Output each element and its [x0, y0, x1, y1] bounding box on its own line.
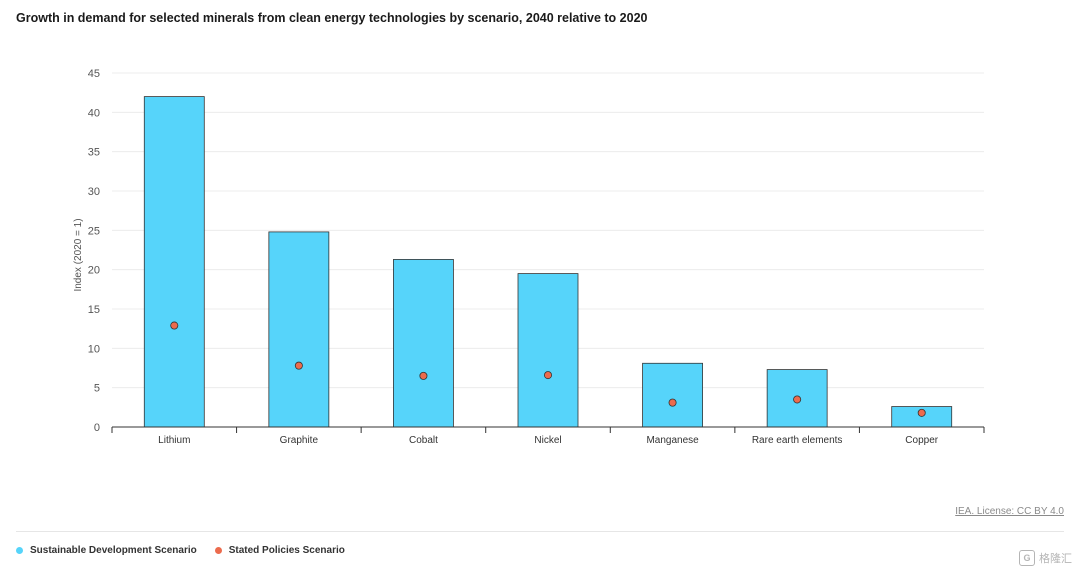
- watermark-text: 格隆汇: [1039, 553, 1072, 565]
- chart-title: Growth in demand for selected minerals f…: [16, 11, 648, 25]
- watermark-icon: G: [1019, 550, 1035, 566]
- y-axis-label: Index (2020 = 1): [73, 218, 84, 291]
- y-tick-label: 25: [88, 225, 100, 237]
- dots-layer: [170, 321, 926, 417]
- point: [294, 361, 303, 370]
- y-tick-label: 30: [88, 186, 100, 198]
- x-axis: Lithium Graphite Cobalt Nickel Manganese Rare…: [111, 426, 985, 446]
- x-tick-label: Copper: [905, 435, 938, 446]
- x-tick-label: Lithium: [158, 435, 190, 446]
- legend-item-sustainable-development[interactable]: Sustainable Development Scenario: [16, 545, 197, 556]
- y-tick-label: 5: [94, 383, 100, 395]
- bars-layer: [143, 96, 953, 428]
- point: [170, 321, 179, 330]
- bar: [642, 362, 703, 428]
- point: [917, 408, 926, 417]
- bar: [517, 273, 579, 428]
- y-tick-label: 20: [88, 265, 100, 277]
- y-tick-label: 10: [88, 343, 100, 355]
- x-tick-label: Graphite: [280, 435, 319, 446]
- point: [668, 398, 677, 407]
- x-tick-label: Nickel: [534, 435, 561, 446]
- legend-item-stated-policies[interactable]: Stated Policies Scenario: [214, 545, 345, 556]
- legend-swatch-dot: [214, 547, 222, 554]
- y-axis: 0 5 10 15 20 25 30 35 40 45: [88, 68, 100, 434]
- bar: [268, 231, 330, 428]
- y-tick-label: 35: [88, 147, 100, 159]
- y-tick-label: 15: [88, 304, 100, 316]
- y-tick-label: 40: [88, 107, 100, 119]
- point: [419, 371, 428, 380]
- license-link[interactable]: IEA. License: CC BY 4.0: [955, 506, 1064, 517]
- point: [544, 371, 553, 380]
- legend-label: Stated Policies Scenario: [228, 545, 345, 556]
- x-tick-label: Rare earth elements: [752, 435, 843, 446]
- legend-swatch-bar: [16, 547, 23, 554]
- footer-divider: [16, 531, 1064, 532]
- point: [793, 395, 802, 404]
- x-tick-label: Cobalt: [409, 435, 438, 446]
- bar: [393, 259, 454, 428]
- chart-area: 0 5 10 15 20 25 30 35 40 45 Index (2020 = 1) Lith…: [73, 68, 985, 446]
- bar: [143, 96, 205, 428]
- legend: Sustainable Development Scenario Stated …: [16, 545, 363, 556]
- x-tick-label: Manganese: [646, 435, 699, 446]
- y-tick-label: 0: [94, 422, 100, 434]
- watermark-logo: G 格隆汇: [1019, 550, 1072, 566]
- legend-label: Sustainable Development Scenario: [30, 545, 197, 556]
- y-tick-label: 45: [88, 68, 100, 80]
